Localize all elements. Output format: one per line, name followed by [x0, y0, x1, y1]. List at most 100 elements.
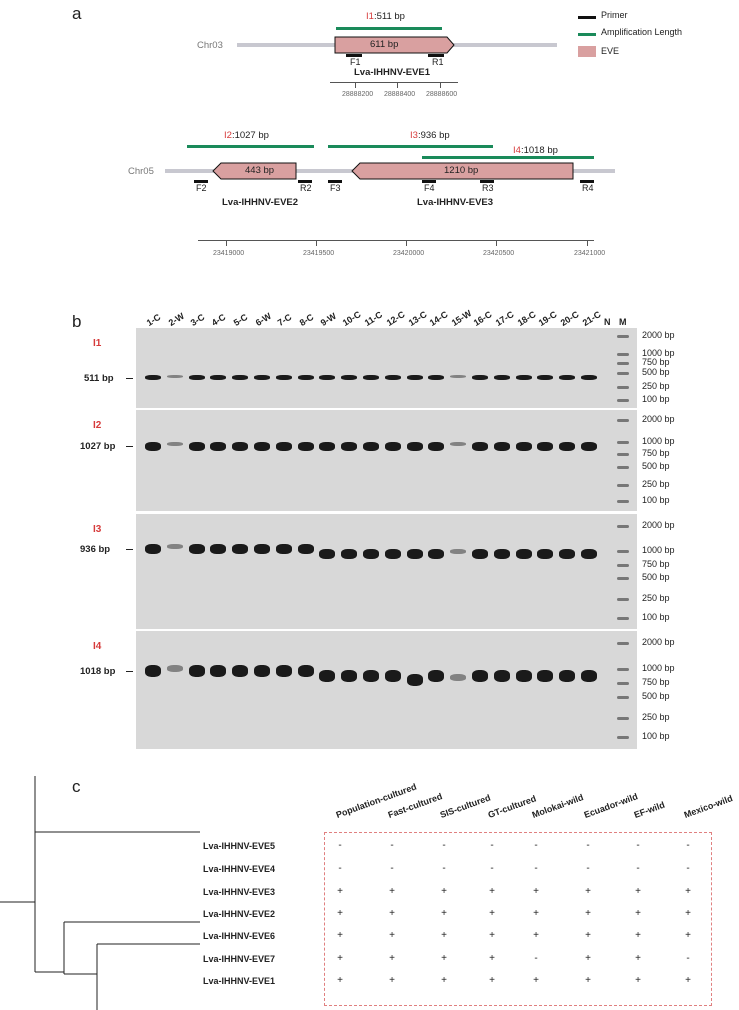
gel-band: [472, 548, 488, 559]
gel-band: [515, 670, 532, 683]
r3-primer: [480, 180, 494, 183]
chr05-tick-label: 23421000: [574, 250, 606, 257]
gel-band: [559, 548, 576, 559]
gel-band: [319, 441, 336, 451]
i2-label: I2:1027 bp: [224, 130, 269, 141]
presence-table-border: [324, 832, 712, 1006]
gel-size-marker: 1027 bp: [80, 441, 116, 453]
ladder-label: 100 bp: [642, 731, 670, 742]
presence-cell: +: [389, 886, 395, 897]
ladder-band: [617, 362, 629, 366]
i3-length: :936 bp: [417, 130, 450, 141]
gel-band: [363, 441, 379, 451]
gel-band: [297, 543, 314, 554]
ladder-label: 2000 bp: [642, 414, 675, 425]
i3-tag: I3: [410, 130, 418, 141]
gel-band: [254, 543, 270, 554]
i4-tag: I4: [513, 145, 521, 156]
presence-cell: +: [489, 886, 495, 897]
lane-label: 7-C: [275, 311, 294, 328]
gel-band: [559, 670, 576, 683]
column-header: Mexico-wild: [682, 793, 734, 820]
gel-band: [319, 375, 336, 381]
gel-interval-tag: I3: [93, 524, 102, 535]
gel-size-dash: [126, 377, 133, 379]
gel-size-marker: 511 bp: [84, 372, 114, 384]
legend-primer-swatch: [578, 16, 596, 19]
chr05-tick: [226, 240, 227, 246]
gel-band: [210, 441, 227, 451]
f3-primer: [328, 180, 342, 183]
gel-band: [493, 375, 510, 381]
column-header: Ecuador-wild: [582, 791, 640, 820]
gel-band: [428, 670, 445, 683]
presence-cell: +: [337, 953, 343, 964]
gel-band: [275, 375, 292, 381]
gel-band: [188, 441, 205, 451]
r1-primer: [428, 54, 444, 57]
ladder-label: 100 bp: [642, 611, 670, 622]
ladder-band: [617, 524, 629, 528]
presence-cell: +: [685, 908, 691, 919]
gel-band: [145, 441, 161, 451]
gel-interval-tag: I2: [93, 420, 102, 431]
lane-label: 3-C: [188, 311, 206, 328]
lane-label: 5-C: [231, 311, 250, 328]
gel-band: [232, 665, 249, 678]
chr03-tick: [397, 82, 398, 88]
gel-band: [319, 548, 336, 559]
i1-length: :511 bp: [373, 11, 405, 22]
row-label: Lva-IHHNV-EVE6: [203, 931, 276, 941]
legend-eve-swatch: [578, 46, 596, 57]
i3-label: I3:936 bp: [410, 130, 450, 141]
gel-band: [515, 441, 532, 451]
gel-band: [297, 665, 314, 678]
eve2-arrow: [212, 162, 297, 180]
ladder-label: 250 bp: [642, 593, 670, 604]
chr05-tick: [406, 240, 407, 246]
presence-cell: -: [636, 863, 640, 874]
ladder-label: 500 bp: [642, 572, 670, 583]
column-header: EF-wild: [632, 799, 667, 820]
gel-band: [254, 441, 270, 451]
chr05-tick-label: 23420500: [483, 250, 515, 257]
gel-band: [493, 670, 510, 683]
f2-primer: [194, 180, 208, 183]
gel-interval-tag: I1: [93, 338, 102, 349]
ladder-label: 2000 bp: [642, 636, 675, 647]
ladder-label: 500 bp: [642, 691, 670, 702]
gel-band: [406, 441, 423, 451]
gel-band: [188, 543, 205, 554]
presence-cell: +: [489, 930, 495, 941]
f3-label: F3: [330, 183, 341, 193]
gel-band: [145, 375, 161, 381]
ladder-label: 250 bp: [642, 478, 670, 489]
gel-band: [297, 441, 314, 451]
gel-band: [166, 441, 183, 446]
ladder-band: [617, 736, 629, 740]
gel-interval-tag: I4: [93, 641, 102, 652]
column-header: GT-cultured: [486, 793, 538, 820]
ladder-band: [617, 453, 629, 457]
presence-cell: +: [337, 908, 343, 919]
ladder-band: [617, 465, 629, 469]
presence-cell: +: [585, 908, 591, 919]
gel-band: [537, 375, 554, 381]
gel-band: [472, 375, 488, 381]
lane-label: 18-C: [515, 309, 538, 328]
row-label: Lva-IHHNV-EVE4: [203, 864, 276, 874]
gel-band: [428, 548, 445, 559]
gel-band: [581, 548, 597, 559]
gel-band: [515, 375, 532, 381]
ladder-label: 1000 bp: [642, 436, 675, 447]
gel-band: [581, 670, 597, 683]
gel-band: [166, 375, 183, 379]
chr05-tick-label: 23420000: [393, 250, 425, 257]
chr05-axis: [198, 240, 594, 241]
chr05-name: Chr05: [128, 166, 154, 177]
i1-label: I1:511 bp: [366, 11, 405, 22]
lane-label: 16-C: [471, 309, 494, 328]
ladder-band: [617, 419, 629, 423]
gel-band: [406, 375, 423, 381]
presence-cell: +: [585, 953, 591, 964]
